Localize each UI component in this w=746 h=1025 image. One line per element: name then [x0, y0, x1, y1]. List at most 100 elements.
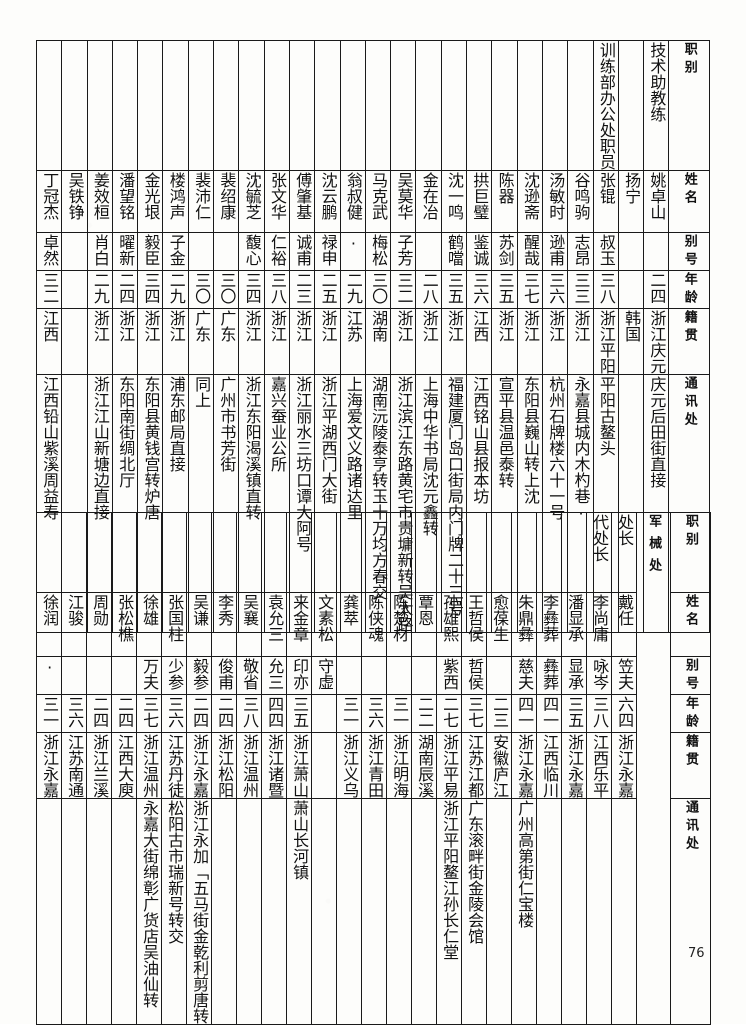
- cell-alias: [411, 656, 437, 695]
- row-header-alias: 别号: [670, 656, 711, 695]
- cell-name: 覃恩: [411, 592, 437, 657]
- home-text: 浙江兰溪: [90, 734, 110, 798]
- cell-home: 浙江: [390, 308, 417, 375]
- cell-alias: 印亦: [286, 656, 312, 695]
- cell-home: 浙江: [440, 308, 468, 375]
- cell-name: 沈逊斋: [516, 170, 543, 233]
- cell-age: 三〇: [187, 270, 215, 309]
- cell-title: [390, 40, 417, 171]
- name-text: 张国柱: [165, 594, 185, 642]
- roster-table-top: 训练部办公处职员 技术助教练 职别 丁冠杰 吴铁铮 姜效桓 潘望铭 金光垠 楼鸿声 裴沛仁 裴绍康沈…: [35, 40, 710, 633]
- cell-address: [561, 798, 587, 1025]
- cell-age: 三八: [592, 270, 619, 309]
- name-text: 马克武: [369, 172, 389, 220]
- cell-address: [386, 798, 412, 1025]
- cell-address: [411, 798, 437, 1025]
- cell-home: 江苏江都: [461, 732, 487, 799]
- cell-address: 松阳古市瑞新号转交: [161, 798, 187, 1025]
- name-text: 戴任: [615, 594, 635, 626]
- cell-home: 浙江: [111, 308, 139, 375]
- age-text: 三二: [40, 272, 60, 304]
- alias-text: 笠夫: [615, 658, 635, 690]
- home-text: 江苏江都: [465, 734, 485, 798]
- cell-address: [211, 798, 237, 1025]
- cell-title: [236, 512, 262, 593]
- address-text: 永嘉大街绵彰广货店吴油仙转: [140, 800, 160, 1008]
- cell-age: 二九: [86, 270, 113, 309]
- cell-alias: 志昂: [567, 232, 594, 271]
- address-text: 浙江丽水三坊口谭大阿号: [293, 376, 313, 552]
- cell-home: 安徽庐江: [486, 732, 512, 799]
- alias-text: 毅臣: [141, 234, 161, 266]
- cell-alias: 诚甫: [288, 232, 316, 271]
- cell-home: 浙江永嘉: [36, 732, 62, 799]
- cell-age: 三四: [137, 270, 164, 309]
- cell-home: 江苏丹徒: [161, 732, 187, 799]
- cell-title: [137, 40, 164, 171]
- age-text: 三〇: [217, 272, 237, 304]
- cell-alias: 敬省: [236, 656, 262, 695]
- cell-title: [286, 512, 312, 593]
- address-text: 上海爱文义路诸达里: [343, 376, 363, 520]
- home-text: 浙江: [267, 310, 287, 342]
- cell-age: 二七: [436, 694, 462, 733]
- home-text: 浙江平阳: [596, 310, 616, 374]
- cell-title: [541, 40, 569, 171]
- home-text: 江苏南通: [65, 734, 85, 798]
- cell-address: 永嘉大街绵彰广货店吴油仙转: [136, 798, 162, 1025]
- cell-address: [36, 798, 62, 1025]
- name-text: 拱巨璧: [470, 172, 490, 220]
- cell-title: [162, 40, 189, 171]
- cell-home: 浙江明海: [386, 732, 412, 799]
- cell-age: 三六: [61, 694, 87, 733]
- cell-age: 二九: [162, 270, 189, 309]
- cell-age: 二三: [288, 270, 316, 309]
- cell-age: 三〇: [213, 270, 240, 309]
- cell-home: 浙江: [288, 308, 316, 375]
- cell-title: [440, 40, 468, 171]
- cell-alias: 子芳: [390, 232, 417, 271]
- cell-name: 陈器: [491, 170, 518, 233]
- cell-alias: [86, 656, 112, 695]
- age-text: 三八: [590, 696, 610, 728]
- cell-title: [536, 512, 562, 593]
- name-text: 裴绍康: [217, 172, 237, 220]
- cell-home: 江苏南通: [61, 732, 87, 799]
- cell-address: [61, 798, 87, 1025]
- cell-alias: [61, 232, 88, 271]
- home-text: 浙江诸暨: [265, 734, 285, 798]
- cell-home: 浙江温州: [136, 732, 162, 799]
- cell-age: 四一: [536, 694, 562, 733]
- name-text: 楼鸿声: [166, 172, 186, 220]
- cell-alias: 子金: [162, 232, 189, 271]
- home-text: 浙江萧山: [290, 734, 310, 798]
- home-text: 浙江: [445, 310, 465, 342]
- home-text: 浙江: [394, 310, 414, 342]
- home-text: 浙江: [571, 310, 591, 342]
- cell-title: [415, 40, 442, 171]
- cell-alias: 守虚: [311, 656, 337, 695]
- cell-title: [36, 512, 62, 593]
- page-number: 76: [688, 946, 705, 961]
- cell-age: 三六: [161, 694, 187, 733]
- cell-title: 代处长: [586, 512, 612, 593]
- cell-title: [339, 40, 366, 171]
- cell-title: [61, 512, 87, 593]
- cell-address: [336, 798, 362, 1025]
- name-text: 朱鼎彝: [515, 594, 535, 642]
- cell-alias: 叔玉: [592, 232, 619, 271]
- cell-address: [311, 798, 337, 1025]
- cell-title: [466, 40, 493, 171]
- address-text: 萧山长河镇: [290, 800, 310, 880]
- cell-alias: 逊甫: [541, 232, 569, 271]
- cell-address: [486, 798, 512, 1025]
- age-text: 三四: [242, 272, 262, 304]
- cell-address: 广州高第街仁宝楼: [511, 798, 537, 1025]
- cell-alias: 允三: [261, 656, 287, 695]
- cell-name: 周勋: [86, 592, 112, 657]
- cell-name: 戴任: [611, 592, 637, 657]
- age-text: 三二: [394, 272, 414, 304]
- cell-age: 三六: [361, 694, 387, 733]
- alias-text: 彝葬: [540, 658, 560, 690]
- cell-name: 姜效桓: [86, 170, 113, 233]
